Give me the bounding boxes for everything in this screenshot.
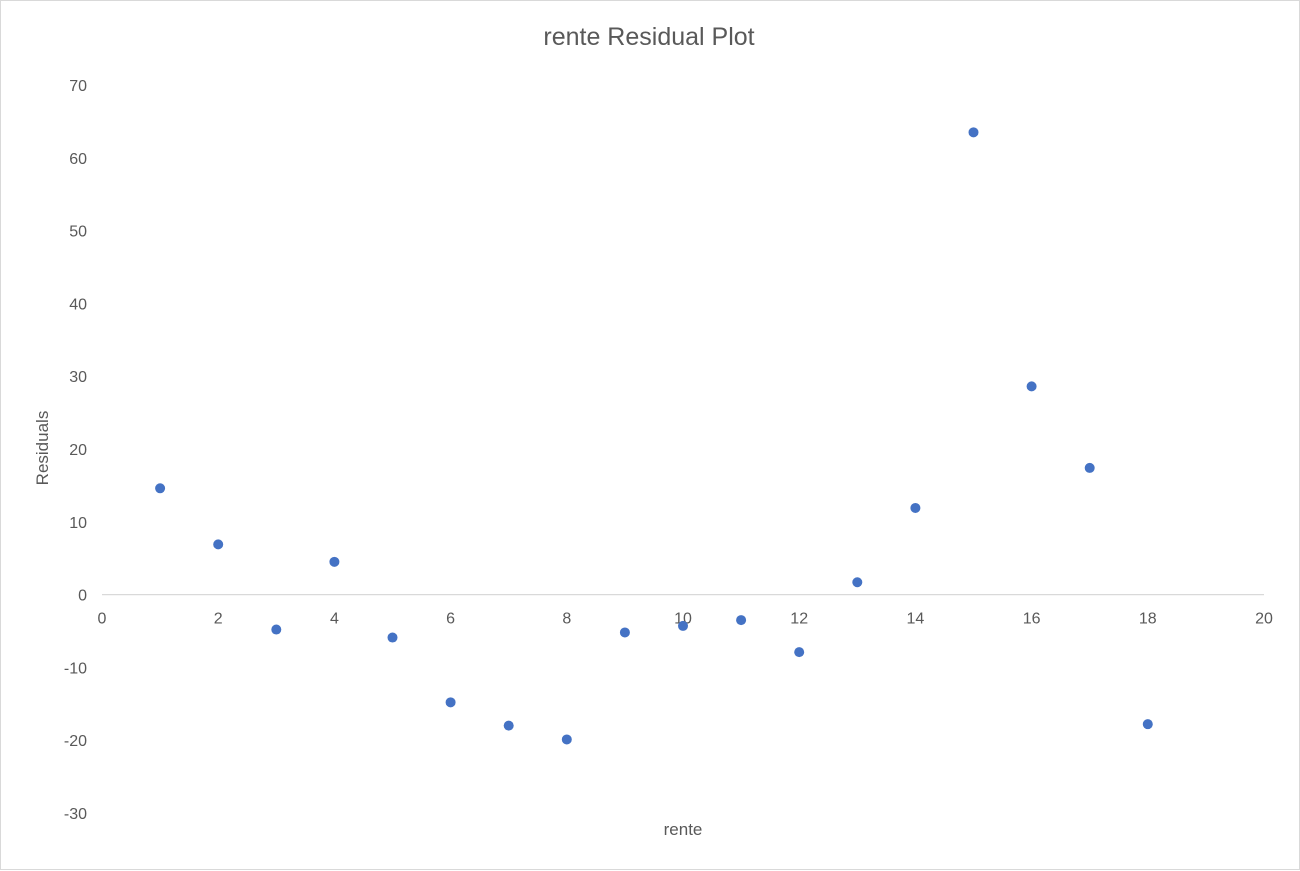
data-point [445, 697, 456, 708]
data-point [155, 483, 166, 494]
x-axis-title: rente [664, 820, 703, 839]
y-axis-title: Residuals [33, 411, 52, 486]
data-point [736, 615, 747, 626]
data-point [1142, 719, 1153, 730]
x-tick-label: 14 [907, 611, 925, 628]
y-tick-label: 10 [69, 515, 87, 532]
data-point [910, 502, 921, 513]
y-tick-label: 30 [69, 369, 87, 386]
x-tick-label: 16 [1023, 611, 1041, 628]
data-point [213, 539, 224, 550]
data-point [794, 647, 805, 658]
y-tick-label: 50 [69, 224, 87, 241]
chart-title: rente Residual Plot [543, 23, 754, 51]
data-point [329, 556, 340, 567]
x-tick-label: 4 [330, 611, 339, 628]
data-points [155, 127, 1153, 745]
x-tick-label: 12 [790, 611, 808, 628]
data-point [619, 627, 630, 638]
x-tick-label: 2 [214, 611, 223, 628]
x-tick-labels: 0 2 4 6 8 10 12 14 16 18 20 [98, 611, 1273, 628]
y-tick-label: 0 [78, 588, 87, 605]
data-point [1026, 381, 1037, 392]
y-tick-label: -20 [64, 733, 87, 750]
y-tick-labels: -30 -20 -10 0 10 20 30 40 50 60 70 [64, 78, 87, 823]
data-point [678, 620, 688, 631]
data-point [1084, 462, 1095, 473]
x-tick-label: 8 [562, 611, 571, 628]
y-tick-label: 40 [69, 296, 87, 313]
y-tick-label: 60 [69, 151, 87, 168]
x-tick-label: 18 [1139, 611, 1157, 628]
x-tick-label: 0 [98, 611, 107, 628]
data-point [561, 734, 572, 745]
y-tick-label: -10 [64, 660, 87, 677]
data-point [852, 577, 863, 588]
x-tick-label: 6 [446, 611, 455, 628]
y-tick-label: 20 [69, 442, 87, 459]
y-tick-label: -30 [64, 806, 87, 823]
data-point [271, 624, 282, 635]
data-point [503, 720, 514, 731]
y-tick-label: 70 [69, 78, 87, 95]
data-point [968, 127, 979, 138]
x-tick-label: 20 [1255, 611, 1273, 628]
data-point [387, 632, 398, 643]
x-tick-label: 10 [674, 611, 692, 628]
